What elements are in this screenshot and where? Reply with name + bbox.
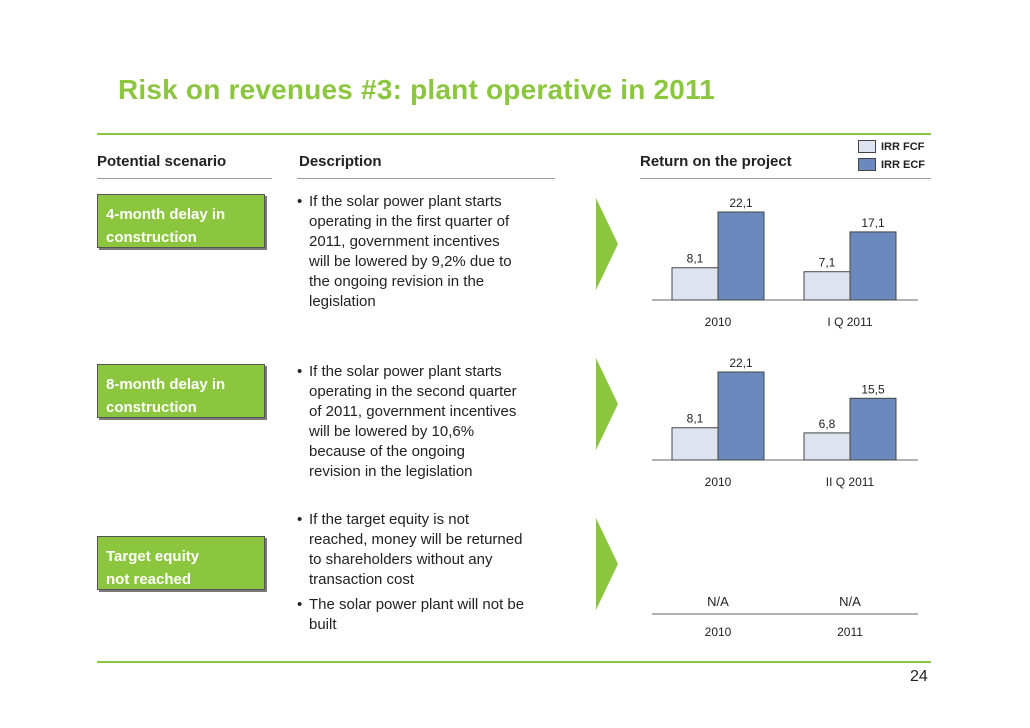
description-2-bullet-1: • If the solar power plant starts operat… <box>297 362 562 482</box>
desc-line: revision in the legislation <box>309 463 473 480</box>
header-underline-description <box>297 178 555 179</box>
scenario-2-line-1: 8-month delay in <box>106 376 226 393</box>
bullet-marker: • <box>297 596 303 613</box>
bar-irr-ecf <box>849 397 897 461</box>
desc-line: will be lowered by 10,6% <box>309 423 475 440</box>
desc-line: If the target equity is not <box>309 511 470 528</box>
bar-irr-ecf <box>849 231 897 301</box>
chevron-arrow-icon <box>596 358 618 450</box>
na-value: N/A <box>839 594 861 609</box>
legend-ecf-label: IRR ECF <box>881 158 925 171</box>
desc-line: operating in the second quarter <box>309 383 517 400</box>
data-label: 15,5 <box>861 382 885 396</box>
page-number: 24 <box>910 668 928 685</box>
desc-line: will be lowered by 9,2% due to <box>309 253 512 270</box>
header-scenario: Potential scenario <box>97 153 227 170</box>
data-label: 22,1 <box>729 196 753 210</box>
desc-line: to shareholders without any <box>309 551 493 568</box>
desc-line: the ongoing revision in the <box>309 273 485 290</box>
legend-fcf: IRR FCF <box>858 140 924 153</box>
header-return: Return on the project <box>640 153 792 170</box>
x-tick-label: II Q 2011 <box>826 475 875 489</box>
x-tick-label: 2010 <box>705 315 732 329</box>
header-underline-scenario <box>97 178 272 179</box>
legend-ecf-swatch <box>858 158 876 171</box>
description-3-bullet-2: • The solar power plant will not be buil… <box>297 595 562 635</box>
bar-irr-fcf <box>803 432 851 461</box>
data-label: 6,8 <box>819 417 836 431</box>
scenario-box-1: 4-month delay in construction <box>97 194 265 248</box>
desc-line: If the solar power plant starts <box>309 193 502 210</box>
data-label: 7,1 <box>819 256 836 270</box>
chart-row-3-na: N/A 2010 N/A 2011 <box>652 594 918 639</box>
bar-irr-ecf <box>717 211 765 301</box>
na-value: N/A <box>707 594 729 609</box>
scenario-box-2: 8-month delay in construction <box>97 364 265 418</box>
chevron-arrow-icon <box>596 198 618 290</box>
description-3: • If the target equity is not reached, m… <box>297 510 562 635</box>
scenario-2-line-2: construction <box>106 399 197 416</box>
desc-line: transaction cost <box>309 571 415 588</box>
desc-line: If the solar power plant starts <box>309 363 502 380</box>
chart-row-1: 8,1 22,1 2010 7,1 17,1 I Q 2011 <box>652 196 918 329</box>
bar-irr-fcf <box>803 271 851 301</box>
x-tick-label: 2010 <box>705 625 732 639</box>
scenario-1-line-1: 4-month delay in <box>106 206 226 223</box>
footer-divider <box>97 661 931 663</box>
desc-line: of 2011, government incentives <box>309 403 517 420</box>
bar-irr-ecf <box>717 371 765 461</box>
description-2: • If the solar power plant starts operat… <box>297 362 562 482</box>
x-tick-label: 2010 <box>705 475 732 489</box>
scenario-3-line-2: not reached <box>106 571 192 588</box>
legend-fcf-label: IRR FCF <box>881 140 925 153</box>
desc-line: 2011, government incentives <box>309 233 500 250</box>
page-title: Risk on revenues #3: plant operative in … <box>118 74 716 105</box>
description-1-bullet-1: • If the solar power plant starts operat… <box>297 192 562 312</box>
chart-row-2: 8,1 22,1 2010 6,8 15,5 II Q 2011 <box>652 356 918 489</box>
x-tick-label: 2011 <box>837 625 863 639</box>
bar-irr-fcf <box>671 427 719 461</box>
data-label: 22,1 <box>729 356 753 370</box>
data-label: 8,1 <box>687 252 704 266</box>
desc-line: legislation <box>309 293 376 310</box>
scenario-1-line-2: construction <box>106 229 197 246</box>
bar-irr-fcf <box>671 267 719 301</box>
legend-fcf-swatch <box>858 140 876 153</box>
desc-line: because of the ongoing <box>309 443 465 460</box>
bullet-marker: • <box>297 363 303 380</box>
data-label: 8,1 <box>687 412 704 426</box>
description-3-bullet-1: • If the target equity is not reached, m… <box>297 510 562 590</box>
description-1: • If the solar power plant starts operat… <box>297 192 562 312</box>
x-tick-label: I Q 2011 <box>827 315 872 329</box>
bullet-marker: • <box>297 193 303 210</box>
header-description: Description <box>299 153 382 170</box>
desc-line: reached, money will be returned <box>309 531 523 548</box>
title-divider <box>97 133 931 135</box>
scenario-3-line-1: Target equity <box>106 548 200 565</box>
desc-line: operating in the first quarter of <box>309 213 510 230</box>
legend-ecf: IRR ECF <box>858 158 925 171</box>
data-label: 17,1 <box>861 216 885 230</box>
desc-line: built <box>309 616 337 633</box>
header-underline-return <box>640 178 931 179</box>
bullet-marker: • <box>297 511 303 528</box>
scenario-box-3: Target equity not reached <box>97 536 265 590</box>
chevron-arrow-icon <box>596 518 618 610</box>
desc-line: The solar power plant will not be <box>309 596 525 613</box>
